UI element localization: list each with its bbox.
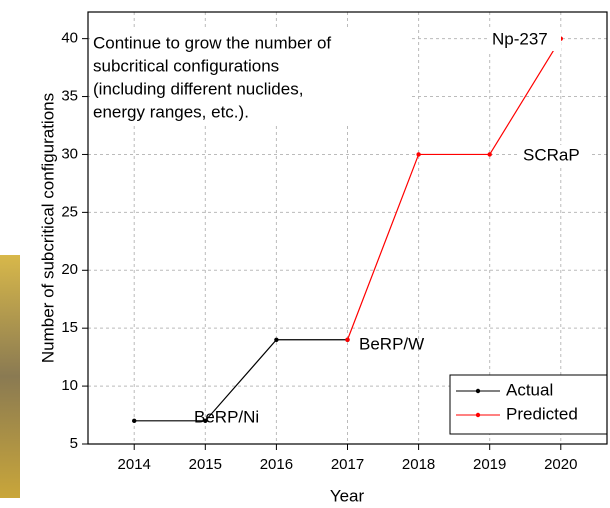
note-background xyxy=(90,28,410,126)
point xyxy=(203,418,208,424)
legend-marker xyxy=(475,412,481,418)
annotation: BeRP/W xyxy=(359,334,424,353)
legend-marker xyxy=(475,388,481,394)
x-tick-label: 2014 xyxy=(118,456,151,473)
photo-fragment xyxy=(0,255,20,498)
x-tick-label: 2020 xyxy=(544,456,577,473)
point xyxy=(132,418,137,424)
x-axis-label: Year xyxy=(330,486,365,505)
y-tick-label: 40 xyxy=(61,30,78,47)
y-tick-label: 15 xyxy=(61,319,78,336)
y-tick-label: 5 xyxy=(70,435,78,452)
y-tick-label: 10 xyxy=(61,377,78,394)
point xyxy=(345,337,350,342)
point xyxy=(274,337,279,342)
annotation: SCRaP xyxy=(523,145,580,164)
y-tick-label: 25 xyxy=(61,203,78,220)
note-line: subcritical configurations xyxy=(93,56,279,75)
x-tick-label: 2018 xyxy=(402,456,435,473)
legend-box xyxy=(449,374,608,435)
annotation-background xyxy=(489,29,561,51)
legend-label: Actual xyxy=(506,380,553,399)
y-axis-label: Number of subcritical configurations xyxy=(38,93,57,363)
annotation-background xyxy=(520,145,592,167)
y-tick-label: 20 xyxy=(61,261,78,278)
x-tick-label: 2016 xyxy=(260,456,293,473)
y-tick-label: 30 xyxy=(61,145,78,162)
note-line: energy ranges, etc.). xyxy=(93,102,249,121)
series-line xyxy=(346,38,562,340)
annotation: BeRP/Ni xyxy=(194,407,259,426)
plot-frame xyxy=(87,11,608,445)
point xyxy=(487,152,492,157)
point xyxy=(416,152,421,157)
x-tick-label: 2019 xyxy=(473,456,506,473)
series-line xyxy=(134,339,348,422)
note-line: (including different nuclides, xyxy=(93,79,303,98)
y-tick-label: 35 xyxy=(61,88,78,105)
note-line: Continue to grow the number of xyxy=(93,33,331,52)
legend-label: Predicted xyxy=(506,404,578,423)
x-tick-label: 2015 xyxy=(189,456,222,473)
annotation: Np-237 xyxy=(492,29,548,48)
x-tick-label: 2017 xyxy=(331,456,364,473)
